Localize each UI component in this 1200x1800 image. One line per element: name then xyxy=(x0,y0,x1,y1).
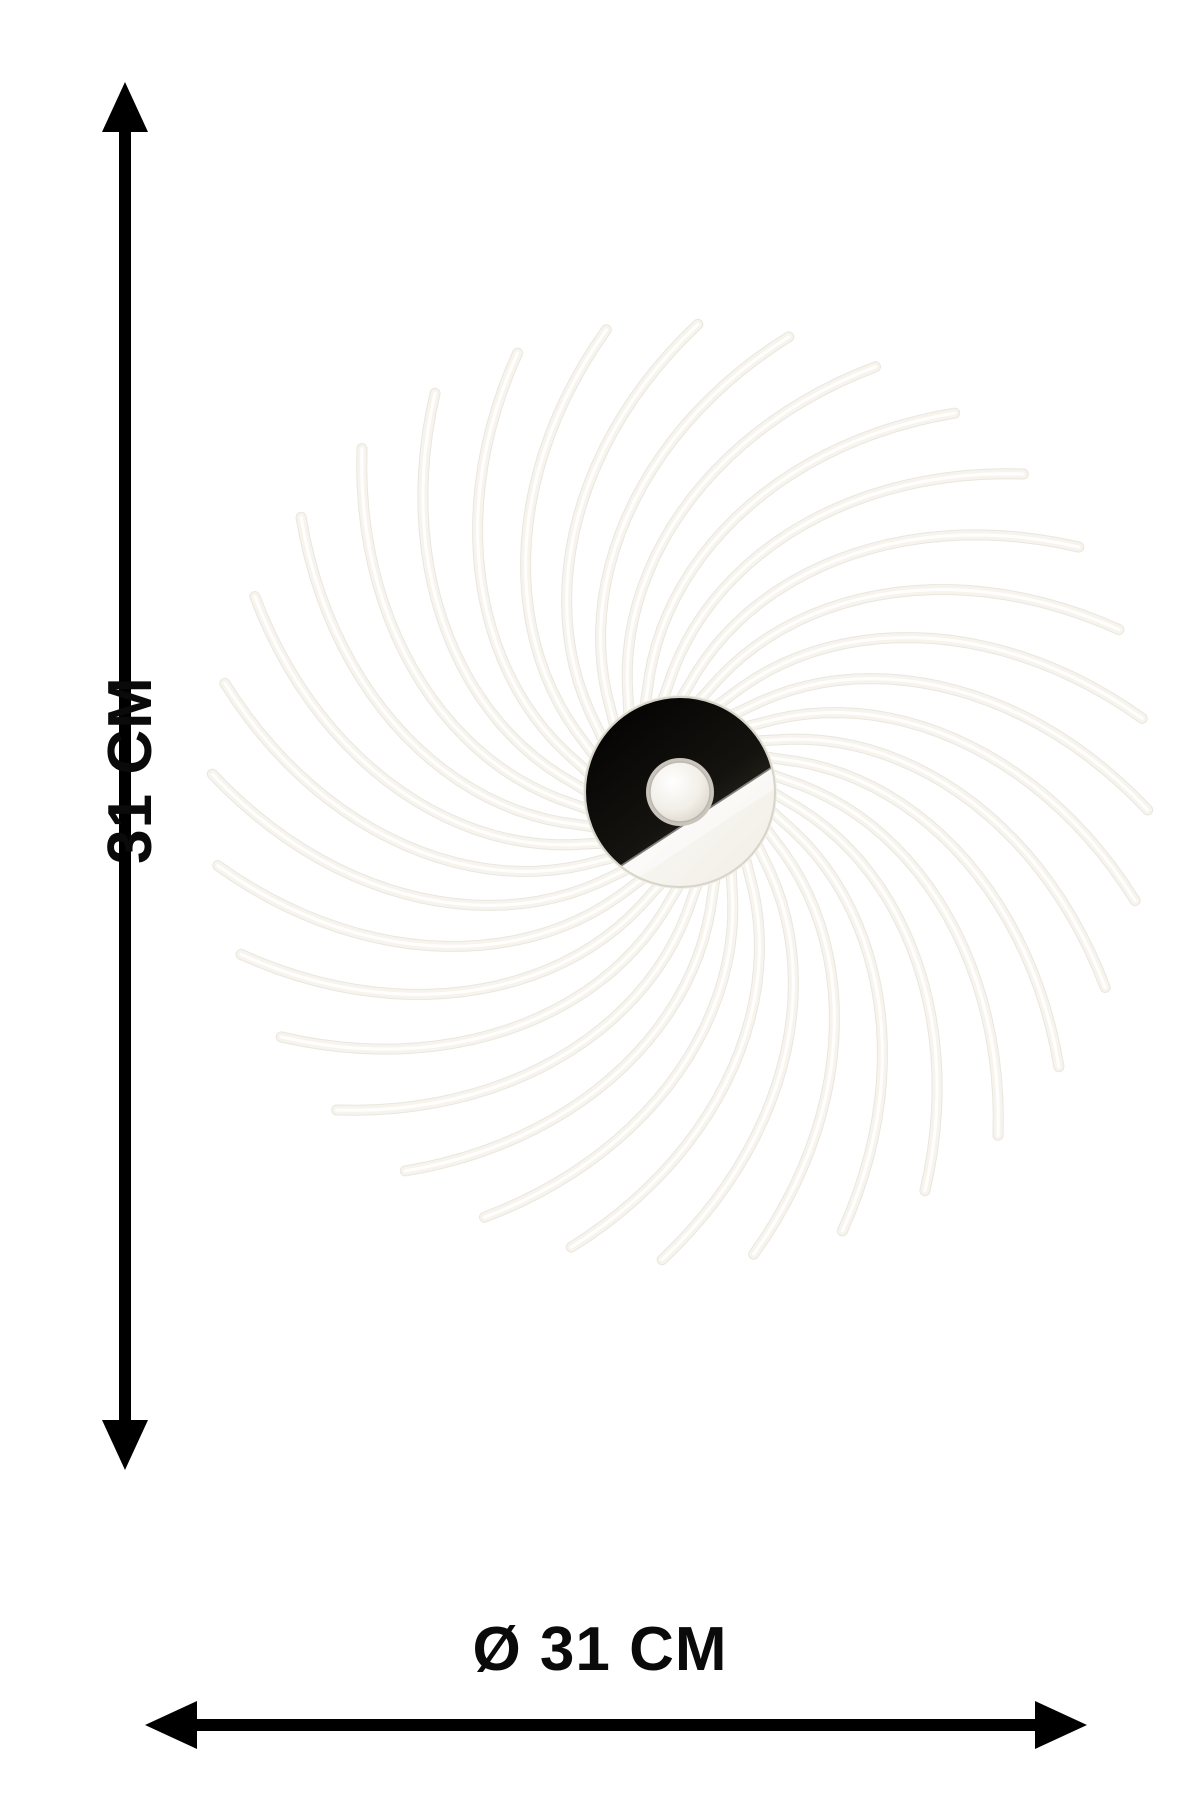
spoke-highlight xyxy=(678,533,1081,702)
spoke-highlight xyxy=(299,515,597,829)
spoke-highlight xyxy=(643,411,957,709)
spoke-highlight xyxy=(768,772,1000,1137)
spoke-highlight xyxy=(476,351,592,776)
spoke-highlight xyxy=(660,841,796,1262)
spoke-shadow xyxy=(759,751,1065,1073)
width-dimension-label: Ø 31 CM xyxy=(472,1615,728,1684)
spoke-highlight xyxy=(770,790,939,1193)
spoke-highlight xyxy=(569,855,762,1249)
spoke-group xyxy=(206,318,1154,1266)
spoke-highlight xyxy=(696,588,1121,704)
spoke-highlight xyxy=(752,825,837,1256)
spoke-shadow xyxy=(295,511,601,833)
width-dimension-arrow xyxy=(145,1700,1087,1750)
spoke-highlight xyxy=(210,772,631,908)
spoke-shadow xyxy=(639,407,961,713)
spoke-highlight xyxy=(360,447,592,812)
spoke-highlight xyxy=(279,882,682,1051)
center-hub xyxy=(583,695,777,889)
height-dimension-arrow xyxy=(101,82,149,1470)
spoke xyxy=(400,872,720,1176)
spoke-highlight xyxy=(335,880,700,1112)
spoke-highlight xyxy=(564,322,700,743)
spoke-highlight xyxy=(223,681,617,874)
spoke xyxy=(296,512,600,832)
spoke-highlight xyxy=(713,635,1144,720)
spoke-highlight xyxy=(482,866,735,1219)
spoke-highlight xyxy=(421,391,590,794)
spoke-highlight xyxy=(660,472,1025,704)
spoke-highlight xyxy=(523,328,608,759)
spoke-highlight xyxy=(253,594,606,847)
spoke-highlight xyxy=(216,864,647,949)
spoke-highlight xyxy=(598,335,791,729)
spoke xyxy=(640,408,960,712)
spoke-highlight xyxy=(754,737,1107,990)
spoke-highlight xyxy=(729,676,1150,812)
spoke xyxy=(760,752,1064,1072)
spoke-highlight xyxy=(239,880,664,996)
product-illustration xyxy=(170,280,1190,1310)
spoke-highlight xyxy=(763,755,1061,1069)
spoke-highlight xyxy=(403,875,717,1173)
spoke-highlight xyxy=(768,808,884,1233)
spoke-highlight xyxy=(743,710,1137,903)
spoke-highlight xyxy=(625,365,878,718)
spoke-shadow xyxy=(399,871,721,1177)
